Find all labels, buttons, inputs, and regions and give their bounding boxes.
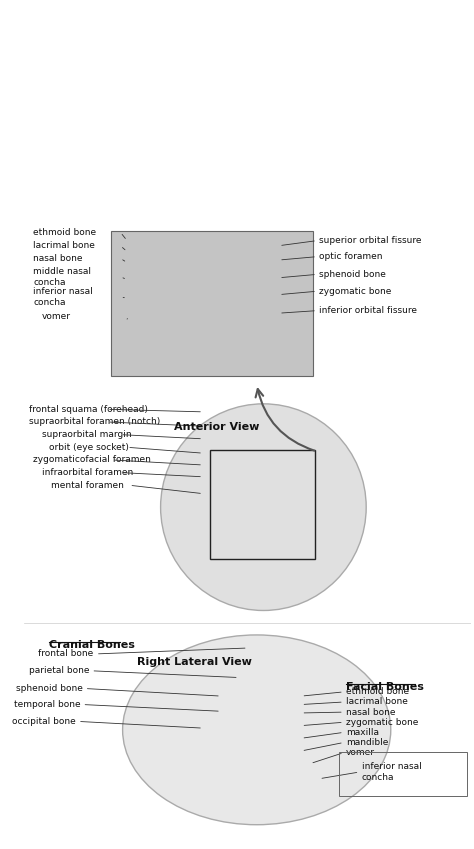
Text: sphenoid bone: sphenoid bone [16, 684, 82, 693]
Text: zygomatic bone: zygomatic bone [346, 717, 419, 727]
Ellipse shape [161, 404, 366, 610]
Text: Anterior View: Anterior View [174, 422, 259, 432]
Text: zygomaticofacial foramen: zygomaticofacial foramen [33, 455, 151, 464]
FancyBboxPatch shape [111, 231, 312, 376]
Text: lacrimal bone: lacrimal bone [33, 241, 95, 250]
Text: parietal bone: parietal bone [28, 666, 89, 675]
Text: inferior nasal
concha: inferior nasal concha [33, 288, 93, 306]
Text: supraorbital foramen (notch): supraorbital foramen (notch) [29, 418, 160, 426]
Text: infraorbital foramen: infraorbital foramen [42, 468, 133, 477]
Text: ethmoid bone: ethmoid bone [346, 688, 409, 696]
Text: maxilla: maxilla [346, 728, 379, 737]
Text: frontal squama (forehead): frontal squama (forehead) [29, 405, 147, 413]
Text: mental foramen: mental foramen [51, 481, 124, 490]
Text: inferior orbital fissure: inferior orbital fissure [319, 306, 417, 315]
Text: orbit (eye socket): orbit (eye socket) [49, 443, 129, 452]
Text: occipital bone: occipital bone [12, 717, 76, 726]
Text: nasal bone: nasal bone [346, 707, 396, 717]
Text: lacrimal bone: lacrimal bone [346, 698, 408, 706]
Text: Cranial Bones: Cranial Bones [49, 639, 135, 649]
Text: vomer: vomer [346, 748, 375, 757]
Text: vomer: vomer [42, 312, 71, 321]
Text: Right Lateral View: Right Lateral View [137, 657, 252, 667]
Text: Facial Bones: Facial Bones [346, 682, 424, 692]
Text: inferior nasal
concha: inferior nasal concha [362, 762, 421, 782]
Text: nasal bone: nasal bone [33, 254, 83, 263]
Ellipse shape [123, 635, 391, 824]
Text: ethmoid bone: ethmoid bone [33, 228, 96, 237]
Text: zygomatic bone: zygomatic bone [319, 287, 392, 295]
Text: sphenoid bone: sphenoid bone [319, 270, 386, 278]
Text: frontal bone: frontal bone [38, 649, 93, 659]
Text: temporal bone: temporal bone [14, 700, 80, 709]
Text: supraorbital margin: supraorbital margin [42, 430, 132, 439]
Text: mandible: mandible [346, 738, 389, 747]
Text: superior orbital fissure: superior orbital fissure [319, 236, 422, 245]
Text: middle nasal
concha: middle nasal concha [33, 267, 91, 287]
Text: optic foramen: optic foramen [319, 252, 383, 261]
